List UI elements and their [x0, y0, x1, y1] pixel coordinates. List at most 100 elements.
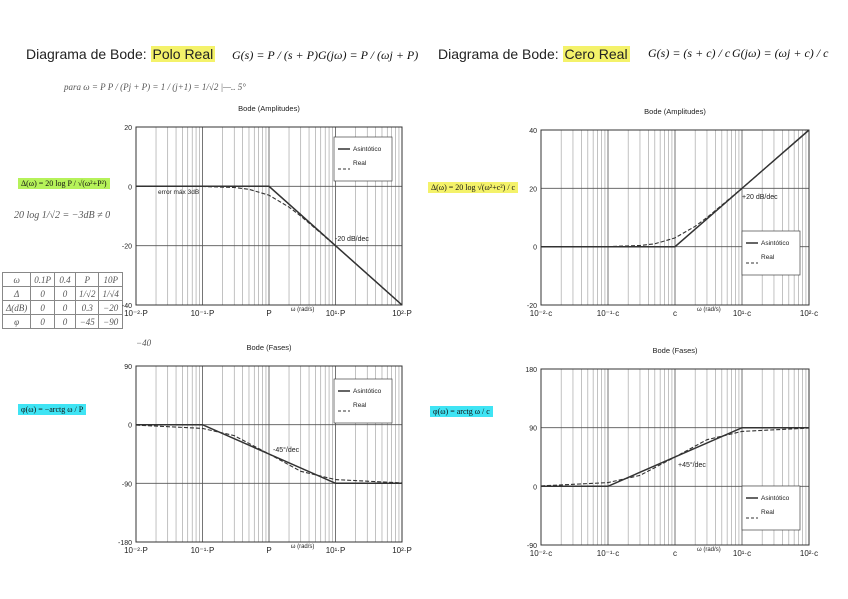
x-tick-label: P: [266, 546, 271, 555]
left-phase-equation: φ(ω) = −arctg ω / P: [18, 404, 87, 415]
right-phase-equation: φ(ω) = arctg ω / c: [430, 406, 493, 417]
right-page-title: Diagrama de Bode: Cero Real: [438, 46, 630, 62]
y-tick-label: -40: [122, 303, 132, 310]
x-tick-label: 10⁻²·P: [124, 546, 148, 555]
y-tick-label: 0: [533, 245, 537, 252]
legend-box: [333, 136, 393, 182]
legend-label-asintotico: Asintótico: [761, 240, 790, 247]
x-tick-label: 10¹·c: [733, 549, 751, 558]
x-tick-label: 10¹·c: [733, 309, 751, 318]
x-tick-label: 10⁻²·P: [124, 309, 148, 318]
x-tick-label: 10⁻²·c: [530, 549, 552, 558]
hand-table-row: Δ(dB) 0 0 0.3 −20: [1, 300, 123, 315]
x-tick-label: 10¹·P: [326, 309, 346, 318]
x-tick-label: 10⁻¹·c: [597, 309, 619, 318]
x-tick-label: 10²·c: [800, 309, 818, 318]
hand-table-cell: −90: [98, 314, 123, 329]
plot-frame: [135, 126, 403, 306]
legend-box: [741, 230, 801, 276]
y-tick-label: 90: [124, 364, 132, 371]
right-amp-equation: Δ(ω) = 20 log √(ω²+c²) / c: [428, 182, 519, 193]
right-formula-g: G(s) = (s + c) / c: [648, 46, 731, 60]
plot-frame: [540, 368, 810, 546]
hand-table-row: φ 0 0 −45 −90: [1, 314, 123, 329]
left-formula-g: G(s) = P / (s + P): [232, 48, 318, 62]
y-tick-label: 90: [529, 426, 537, 433]
hand-table-cell: −20: [98, 300, 123, 315]
y-tick-label: -20: [527, 303, 537, 310]
x-tick-label: 10⁻²·c: [530, 309, 552, 318]
y-tick-label: 0: [533, 484, 537, 491]
hand-table-cell: 10P: [98, 272, 123, 287]
y-tick-label: -20: [122, 244, 132, 251]
series-real: [540, 129, 810, 248]
plot-title: Bode (Fases): [246, 343, 292, 352]
y-tick-label: 0: [128, 184, 132, 191]
x-tick-label: 10⁻¹·P: [191, 309, 215, 318]
y-tick-label: -180: [118, 540, 132, 547]
legend-label-asintotico: Asintótico: [761, 495, 790, 502]
legend-box: [741, 485, 801, 531]
left-formula-gjw: G(jω) = P / (ωj + P): [318, 48, 419, 62]
plot-title: Bode (Fases): [652, 346, 698, 355]
x-tick-label: 10²·P: [392, 546, 412, 555]
y-tick-label: 20: [124, 125, 132, 132]
x-tick-label: P: [266, 309, 271, 318]
x-tick-label: 10²·P: [392, 309, 412, 318]
y-tick-label: 180: [525, 367, 537, 374]
left-title-prefix: Diagrama de Bode:: [26, 46, 151, 62]
hand-table-row: ω 0.1P 0.4 P 10P: [1, 272, 123, 287]
plot-title: Bode (Amplitudes): [238, 104, 300, 113]
right-title-highlight: Cero Real: [562, 46, 630, 62]
legend-box: [333, 378, 393, 424]
handwritten-db-note: 20 log 1/√2 = −3dB ≠ 0: [14, 210, 111, 221]
legend-label-real: Real: [761, 509, 775, 516]
legend-label-real: Real: [353, 160, 367, 167]
x-axis-unit: ω (rad/s): [697, 547, 721, 553]
x-axis-unit: ω (rad/s): [291, 544, 315, 550]
slope-annotation: +20 dB/dec: [742, 194, 778, 201]
slope-annotation: +45°/dec: [678, 461, 706, 469]
plot-title: Bode (Amplitudes): [644, 107, 706, 116]
y-tick-label: 20: [529, 186, 537, 193]
series-real: [135, 424, 403, 484]
legend-label-real: Real: [761, 254, 775, 261]
legend-label-asintotico: Asintótico: [353, 146, 382, 153]
slope-annotation: -20 dB/dec: [335, 236, 369, 243]
y-tick-label: 0: [128, 423, 132, 430]
x-axis-unit: ω (rad/s): [697, 307, 721, 313]
legend-label-asintotico: Asintótico: [353, 388, 382, 395]
x-axis-unit: ω (rad/s): [291, 307, 315, 313]
series-real: [540, 427, 810, 487]
slope-annotation: -45°/dec: [273, 446, 300, 454]
handwritten-note-line: para ω = P P / (Pj + P) = 1 / (j+1) = 1/…: [64, 82, 246, 92]
hand-table-cell: φ: [1, 314, 32, 329]
x-tick-label: c: [673, 309, 677, 318]
x-tick-label: c: [673, 549, 677, 558]
y-tick-label: 40: [529, 128, 537, 135]
hand-table-cell: −45: [75, 314, 100, 329]
series-real: [135, 185, 403, 306]
y-tick-label: -90: [122, 481, 132, 488]
handwritten-table-extra: −40: [136, 338, 152, 348]
right-formula-gjw: G(jω) = (ωj + c) / c: [732, 46, 829, 60]
x-tick-label: 10¹·P: [326, 546, 346, 555]
left-amp-equation: Δ(ω) = 20 log P / √(ω²+P²): [18, 178, 110, 189]
left-title-highlight: Polo Real: [150, 46, 216, 62]
plot-frame: [135, 365, 403, 543]
y-tick-label: -90: [527, 543, 537, 550]
error-annotation: error máx 3dB: [158, 189, 199, 196]
hand-table-cell: ω: [1, 272, 32, 287]
right-title-prefix: Diagrama de Bode:: [438, 46, 563, 62]
legend-label-real: Real: [353, 402, 367, 409]
x-tick-label: 10²·c: [800, 549, 818, 558]
plot-frame: [540, 129, 810, 306]
x-tick-label: 10⁻¹·P: [191, 546, 215, 555]
x-tick-label: 10⁻¹·c: [597, 549, 619, 558]
left-page-title: Diagrama de Bode: Polo Real: [26, 46, 216, 62]
